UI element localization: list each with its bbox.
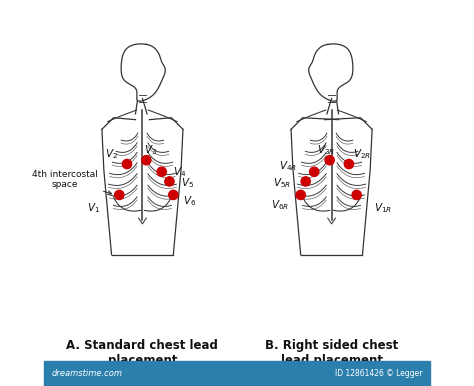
Circle shape	[142, 156, 151, 165]
Circle shape	[352, 190, 361, 200]
Text: $V_{4}$: $V_{4}$	[173, 165, 187, 179]
Circle shape	[115, 190, 124, 200]
Text: $V_{6R}$: $V_{6R}$	[271, 198, 289, 212]
Circle shape	[169, 190, 178, 200]
Bar	[44, 361, 430, 386]
Text: $V_{2R}$: $V_{2R}$	[354, 147, 372, 161]
Text: $V_{5}$: $V_{5}$	[181, 176, 194, 190]
Circle shape	[301, 177, 310, 186]
Circle shape	[157, 167, 166, 176]
Text: $V_{3}$: $V_{3}$	[144, 144, 157, 157]
Text: $V_{2}$: $V_{2}$	[105, 147, 118, 161]
Circle shape	[122, 159, 132, 169]
Circle shape	[325, 156, 334, 165]
Text: $V_{1}$: $V_{1}$	[87, 201, 100, 215]
Circle shape	[165, 177, 174, 186]
Text: ID 12861426 © Legger: ID 12861426 © Legger	[335, 369, 422, 378]
Circle shape	[310, 167, 319, 176]
Text: $V_{1R}$: $V_{1R}$	[374, 201, 392, 215]
Circle shape	[296, 190, 305, 200]
Text: $V_{4R}$: $V_{4R}$	[279, 159, 297, 173]
Circle shape	[344, 159, 354, 169]
Text: dreamstime.com: dreamstime.com	[52, 369, 123, 378]
Text: $V_{3R}$: $V_{3R}$	[317, 144, 335, 157]
Text: $V_{5R}$: $V_{5R}$	[273, 176, 290, 190]
Text: 4th intercostal
space: 4th intercostal space	[32, 170, 111, 195]
Text: A. Standard chest lead
placement: A. Standard chest lead placement	[66, 339, 219, 367]
Text: B. Right sided chest
lead placement: B. Right sided chest lead placement	[265, 339, 398, 367]
Text: $V_{6}$: $V_{6}$	[183, 194, 196, 208]
